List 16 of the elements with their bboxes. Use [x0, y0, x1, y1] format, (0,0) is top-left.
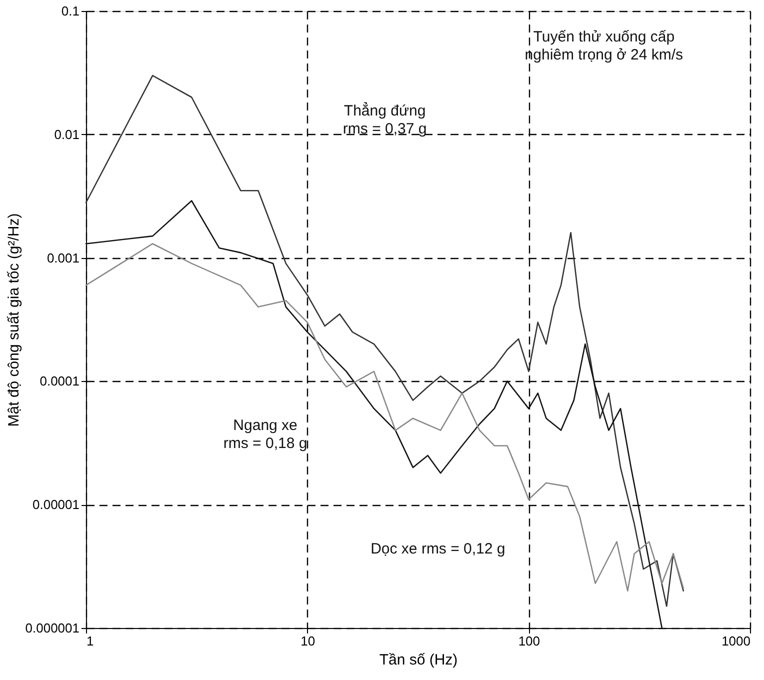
- y-axis-title: Mật độ công suất gia tốc (g²/Hz): [5, 213, 22, 427]
- y-tick-label: 0.0001: [40, 374, 80, 389]
- annotation: Tuyến thử xuống cấp nghiêm trọng ở 24 km/s: [524, 28, 684, 64]
- y-tick-label: 0.001: [46, 250, 80, 266]
- x-tick-label: 100: [518, 634, 540, 648]
- y-tick-label: 0.01: [54, 126, 80, 142]
- annotation: Thẳng đứng rms = 0,37 g: [342, 102, 427, 138]
- y-tick-label: 0.00001: [32, 497, 80, 512]
- annotation: Ngang xe rms = 0,18 g: [223, 417, 308, 452]
- x-axis-title: Tần số (Hz): [379, 652, 458, 668]
- x-tick-label: 1000: [722, 634, 750, 648]
- y-tick-label: 0.000001: [25, 620, 80, 636]
- x-tick-label: 10: [300, 634, 316, 648]
- annotation: Dọc xe rms = 0,12 g: [370, 540, 506, 558]
- y-tick-label: 0.1: [61, 4, 80, 18]
- x-tick-label: 1: [86, 634, 94, 648]
